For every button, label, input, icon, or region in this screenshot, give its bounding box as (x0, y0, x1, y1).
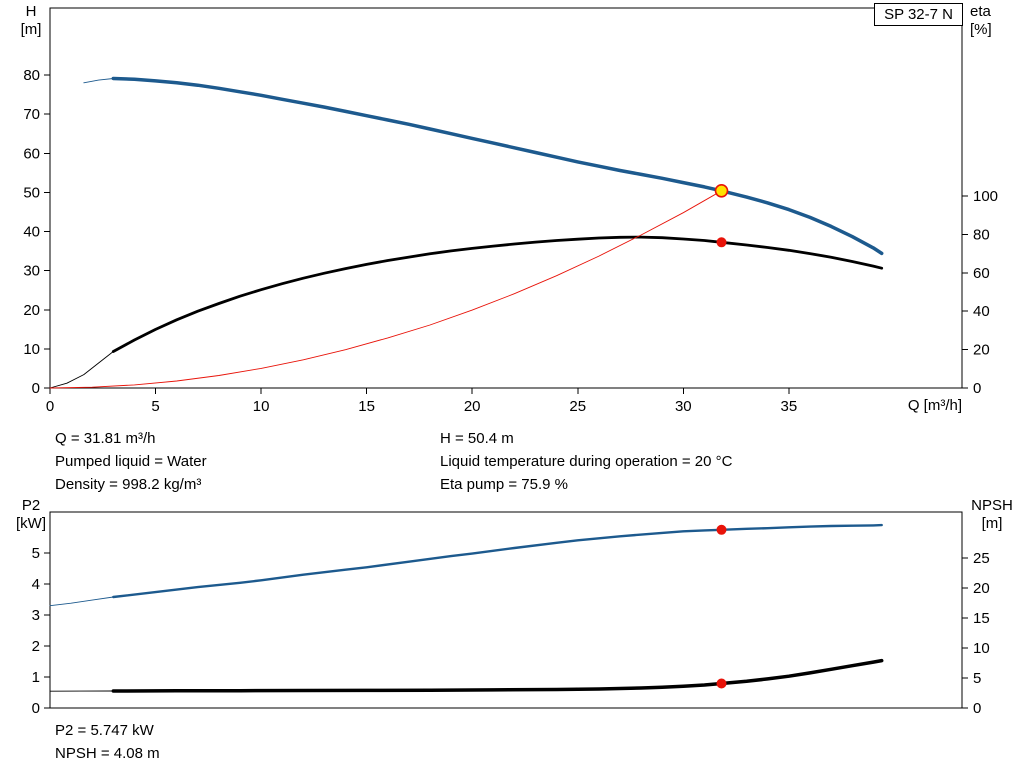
right-tick-label: 10 (973, 640, 990, 657)
efficiency-curve (111, 235, 884, 353)
pump-model-box: SP 32-7 N (874, 3, 963, 26)
left-tick-label: 80 (23, 67, 40, 84)
operating-point-info-right: H = 50.4 m Liquid temperature during ope… (440, 427, 732, 496)
right-tick-label: 20 (973, 342, 990, 359)
x-tick-label: 20 (464, 398, 481, 415)
q-axis-label: Q [m³/h] (907, 397, 962, 414)
right-tick-label: 0 (973, 380, 981, 397)
right-tick-label: 0 (973, 700, 981, 717)
left-tick-label: 0 (32, 380, 40, 397)
npsh-axis-title: NPSH [m] (962, 497, 1022, 533)
left-tick-label: 50 (23, 184, 40, 201)
left-tick-label: 4 (32, 576, 40, 593)
info-pumped-liquid: Pumped liquid = Water (55, 453, 207, 470)
left-tick-label: 0 (32, 700, 40, 717)
left-tick-label: 70 (23, 106, 40, 123)
right-tick-label: 25 (973, 550, 990, 567)
right-tick-label: 20 (973, 580, 990, 597)
duty-point-marker[interactable] (714, 184, 729, 198)
head-curve-thin (83, 78, 114, 84)
left-tick-label: 2 (32, 638, 40, 655)
operating-point-info-left: Q = 31.81 m³/h Pumped liquid = Water Den… (55, 427, 207, 496)
left-tick-label: 3 (32, 607, 40, 624)
left-tick-label: 10 (23, 341, 40, 358)
p2-npsh-chart-frame (49, 511, 963, 709)
info-p2: P2 = 5.747 kW (55, 722, 154, 739)
efficiency-curve-thin (49, 351, 114, 389)
x-tick-label: 35 (781, 398, 798, 415)
x-tick-label: 10 (253, 398, 270, 415)
x-tick-label: 25 (569, 398, 586, 415)
h-axis-title: H [m] (12, 3, 50, 39)
left-tick-label: 30 (23, 263, 40, 280)
p2-curve-thin (49, 596, 114, 607)
left-tick-label: 60 (23, 145, 40, 162)
x-tick-label: 0 (46, 398, 54, 415)
hq-eta-chart-frame (49, 7, 963, 389)
npsh-curve (111, 658, 884, 693)
npsh-axis-unit: [m] (981, 515, 1003, 532)
right-tick-label: 60 (973, 265, 990, 282)
info-eta-pump: Eta pump = 75.9 % (440, 476, 568, 493)
p2-npsh-chart: 0 1 2 3 4 5 0 5 10 15 20 25 (32, 511, 990, 717)
right-tick-label: 80 (973, 226, 990, 243)
eta-point-marker (716, 237, 727, 248)
right-tick-label: 100 (973, 188, 998, 205)
info-liquid-temp: Liquid temperature during operation = 20… (440, 453, 733, 470)
left-tick-label: 20 (23, 302, 40, 319)
h-axis-label: H (25, 3, 37, 20)
head-curve (111, 76, 884, 256)
p2-point-marker (716, 524, 727, 535)
x-tick-label: 30 (675, 398, 692, 415)
right-tick-label: 40 (973, 303, 990, 320)
eta-axis-unit: [%] (970, 21, 992, 38)
p2-axis-label: P2 (21, 497, 41, 514)
npsh-axis-label: NPSH (971, 497, 1013, 514)
p2-axis-title: P2 [kW] (12, 497, 50, 533)
info-npsh: NPSH = 4.08 m (55, 745, 160, 762)
system-curve-curve (49, 190, 722, 389)
eta-axis-label: eta (970, 3, 991, 20)
info-density: Density = 998.2 kg/m³ (55, 476, 202, 493)
left-tick-label: 5 (32, 545, 40, 562)
left-tick-label: 40 (23, 224, 40, 241)
right-tick-label: 15 (973, 610, 990, 627)
right-tick-label: 5 (973, 670, 981, 687)
info-h: H = 50.4 m (440, 430, 514, 447)
power-npsh-info: P2 = 5.747 kW NPSH = 4.08 m (55, 719, 160, 765)
p2-curve (112, 523, 883, 599)
x-tick-label: 15 (358, 398, 375, 415)
left-tick-label: 1 (32, 669, 40, 686)
x-tick-label: 5 (151, 398, 159, 415)
info-q: Q = 31.81 m³/h (55, 430, 156, 447)
h-axis-unit: [m] (20, 21, 42, 38)
eta-axis-title: eta [%] (970, 3, 1020, 39)
p2-axis-unit: [kW] (16, 515, 46, 532)
npsh-point-marker (716, 678, 727, 689)
hq-eta-chart: 0 10 20 30 40 50 60 70 80 0 20 40 60 80 100 0 5 10 15 20 25 3… (23, 7, 998, 415)
